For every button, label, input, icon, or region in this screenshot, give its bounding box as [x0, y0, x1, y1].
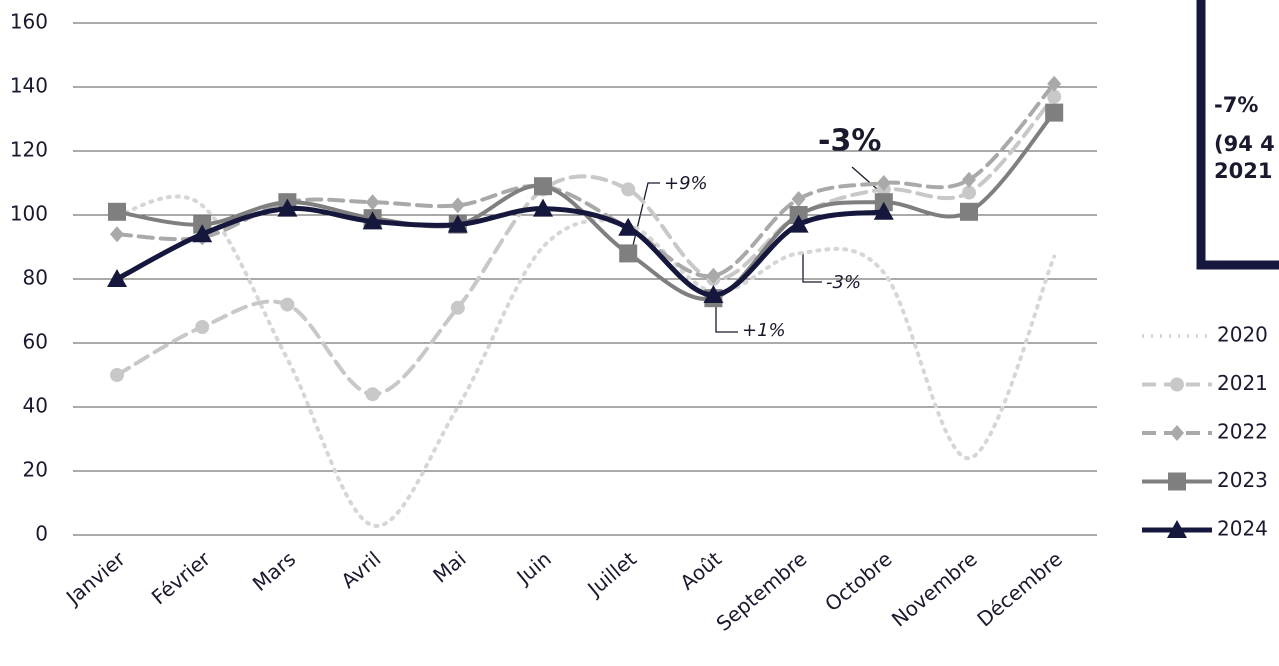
series [115, 194, 1057, 528]
legend-label: 2020 [1217, 323, 1268, 347]
point [192, 224, 213, 243]
x-tick-label: Juillet [582, 547, 642, 602]
series-line [115, 81, 1057, 279]
annotation: +9% [664, 173, 708, 194]
point [533, 198, 553, 217]
y-tick-label: 100 [10, 202, 48, 226]
y-tick-label: 140 [10, 74, 48, 98]
y-tick-label: 60 [23, 330, 48, 354]
legend-marker [1167, 520, 1187, 538]
point [619, 244, 638, 263]
point [107, 269, 127, 287]
point [618, 217, 639, 236]
point [447, 214, 468, 233]
x-tick-label: Janvier [60, 546, 130, 610]
legend-marker [1170, 377, 1184, 392]
series-line [115, 110, 1057, 302]
series [108, 103, 1064, 308]
series [110, 75, 1062, 284]
point [703, 285, 724, 303]
side-box-text: (94 4 [1214, 132, 1275, 156]
point [534, 177, 552, 196]
point [362, 211, 383, 230]
x-tick-label: Juin [511, 547, 556, 590]
y-tick-label: 120 [10, 138, 48, 162]
legend-marker [1170, 425, 1184, 441]
point [1045, 103, 1064, 122]
x-tick-label: Novembre [887, 547, 982, 632]
x-tick-label: Octobre [820, 547, 896, 617]
point [108, 202, 126, 221]
side-box [1196, 0, 1279, 270]
series-line [115, 194, 1057, 528]
point [365, 194, 380, 211]
series-line [114, 205, 887, 298]
point [960, 202, 978, 221]
annotation: -3% [818, 124, 881, 159]
annotation: -3% [826, 272, 861, 293]
point [876, 175, 891, 191]
series-line [115, 94, 1057, 397]
legend-label: 2021 [1217, 371, 1268, 395]
legend-label: 2022 [1217, 420, 1268, 444]
side-box-text: 2021 [1214, 159, 1272, 183]
point [621, 182, 636, 197]
y-tick-label: 40 [23, 394, 48, 418]
y-tick-label: 20 [23, 458, 48, 482]
point [110, 368, 124, 382]
point [195, 320, 210, 334]
point [873, 201, 894, 220]
x-tick-label: Avril [336, 547, 385, 593]
point [280, 297, 295, 312]
point [788, 214, 809, 233]
point [962, 185, 976, 200]
leader-line [802, 252, 822, 283]
point [791, 191, 806, 207]
annotation: +1% [742, 320, 786, 341]
point [365, 387, 380, 402]
side-box-text: -7% [1214, 93, 1258, 117]
y-tick-label: 160 [10, 10, 48, 34]
legend-marker [1168, 472, 1186, 491]
point [277, 198, 298, 217]
series [107, 198, 894, 303]
x-tick-label: Mars [248, 547, 300, 596]
y-tick-label: 0 [35, 522, 48, 546]
x-tick-label: Février [147, 546, 216, 609]
point [450, 197, 465, 214]
x-tick-label: Mai [428, 547, 470, 588]
point [1047, 89, 1062, 104]
legend-label: 2023 [1217, 468, 1268, 492]
x-tick-label: Septembre [712, 547, 812, 636]
x-tick-label: Décembre [972, 547, 1067, 632]
y-tick-label: 80 [23, 266, 48, 290]
point [1047, 75, 1062, 92]
point [450, 300, 465, 315]
point [962, 171, 976, 188]
point [110, 226, 124, 243]
point [706, 267, 721, 284]
x-tick-label: Août [675, 547, 726, 595]
legend-label: 2024 [1217, 517, 1268, 541]
